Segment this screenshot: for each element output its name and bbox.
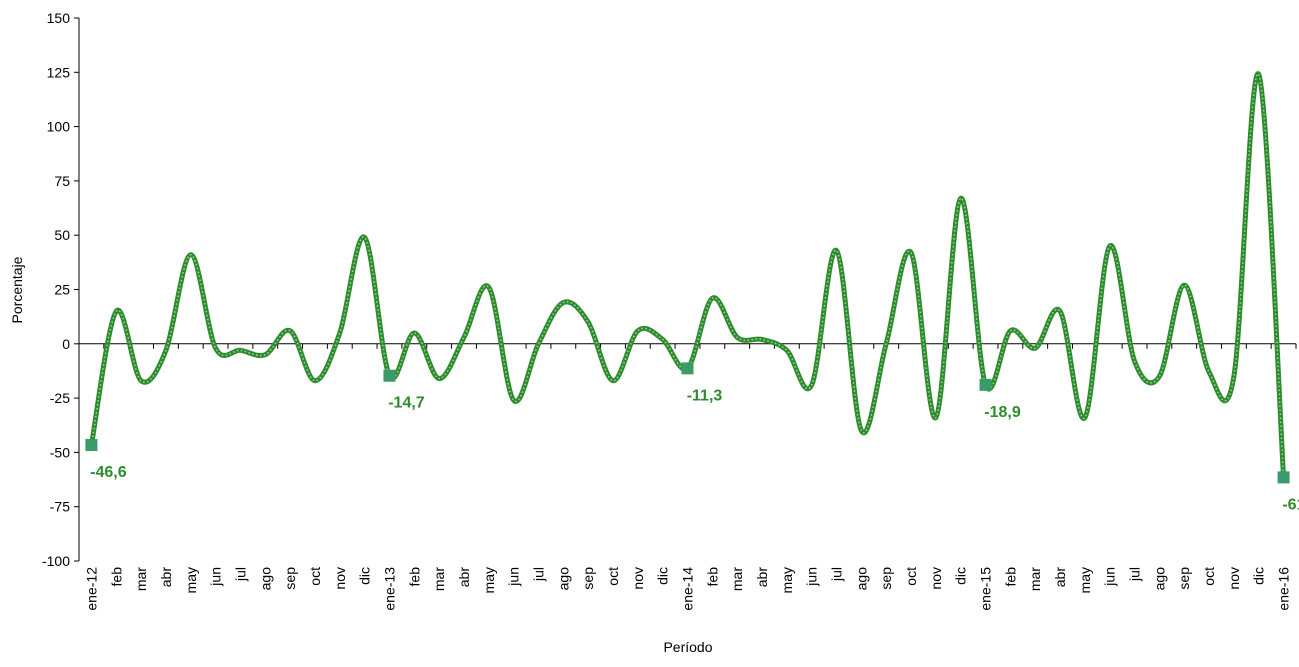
- x-tick-label: feb: [704, 567, 720, 587]
- x-tick-label: ene-12: [83, 567, 99, 611]
- x-tick-label: ago: [555, 567, 571, 591]
- x-tick-label: sep: [282, 567, 298, 590]
- data-label: -46,6: [90, 464, 127, 481]
- x-tick-label: abr: [456, 567, 472, 588]
- y-tick-label: -50: [50, 444, 70, 460]
- y-tick-label: 0: [62, 336, 70, 352]
- data-label: -11,3: [687, 387, 723, 404]
- x-tick-label: abr: [1052, 567, 1068, 588]
- x-tick-label: may: [779, 567, 795, 593]
- x-tick-label: oct: [903, 567, 919, 586]
- x-tick-label: dic: [1251, 567, 1267, 585]
- x-tick-label: abr: [158, 567, 174, 588]
- y-tick-label: 75: [54, 173, 70, 189]
- y-tick-label: 125: [47, 64, 71, 80]
- y-axis-title: Porcentaje: [9, 256, 25, 323]
- data-label: -18,9: [984, 404, 1021, 421]
- x-tick-label: ene-14: [680, 567, 696, 611]
- x-tick-label: feb: [1002, 567, 1018, 587]
- x-tick-label: jul: [829, 567, 845, 582]
- x-tick-label: dic: [953, 567, 969, 585]
- x-tick-label: nov: [928, 567, 944, 590]
- y-tick-label: -100: [42, 553, 70, 569]
- x-tick-label: oct: [605, 567, 621, 586]
- series-line-highlight: [90, 73, 1285, 478]
- y-tick-label: 25: [54, 282, 70, 298]
- x-tick-label: sep: [580, 567, 596, 590]
- x-tick-label: dic: [357, 567, 373, 585]
- x-tick-label: nov: [630, 567, 646, 590]
- x-tick-label: jul: [530, 567, 546, 582]
- x-tick-label: jul: [232, 567, 248, 582]
- x-tick-label: may: [183, 567, 199, 593]
- y-tick-label: 50: [54, 227, 70, 243]
- x-tick-label: mar: [133, 567, 149, 591]
- point-marker: [979, 378, 992, 391]
- x-tick-label: feb: [406, 567, 422, 587]
- x-tick-label: dic: [655, 567, 671, 585]
- x-tick-label: jul: [1127, 567, 1143, 582]
- x-axis-title: Período: [663, 639, 712, 655]
- x-tick-label: ago: [257, 567, 273, 591]
- x-tick-label: may: [481, 567, 497, 593]
- y-tick-label: 150: [47, 10, 71, 26]
- x-tick-label: sep: [878, 567, 894, 590]
- x-tick-label: ene-13: [381, 567, 397, 611]
- x-tick-label: nov: [1226, 567, 1242, 590]
- x-tick-label: jun: [1102, 567, 1118, 587]
- x-tick-label: nov: [332, 567, 348, 590]
- x-tick-label: feb: [108, 567, 124, 587]
- y-tick-label: 100: [47, 119, 71, 135]
- data-label: -61,5: [1282, 496, 1299, 513]
- point-marker: [85, 439, 98, 452]
- x-tick-label: oct: [307, 567, 323, 586]
- x-tick-label: abr: [754, 567, 770, 588]
- y-tick-label: -25: [50, 390, 70, 406]
- point-marker: [383, 369, 396, 382]
- x-tick-label: may: [1077, 567, 1093, 593]
- point-marker: [1277, 471, 1290, 484]
- x-tick-label: jun: [208, 567, 224, 587]
- x-tick-label: ago: [853, 567, 869, 591]
- y-tick-label: -75: [50, 499, 70, 515]
- x-tick-label: ago: [1151, 567, 1167, 591]
- point-marker: [681, 362, 694, 375]
- series-line: [88, 71, 1287, 478]
- x-tick-label: mar: [729, 567, 745, 591]
- x-tick-label: mar: [1027, 567, 1043, 591]
- x-tick-label: jun: [506, 567, 522, 587]
- x-tick-label: jun: [804, 567, 820, 587]
- x-tick-label: oct: [1201, 567, 1217, 586]
- x-tick-label: ene-16: [1276, 567, 1292, 611]
- x-tick-label: sep: [1176, 567, 1192, 590]
- x-tick-label: mar: [431, 567, 447, 591]
- data-label: -14,7: [388, 395, 425, 412]
- x-tick-label: ene-15: [978, 567, 994, 611]
